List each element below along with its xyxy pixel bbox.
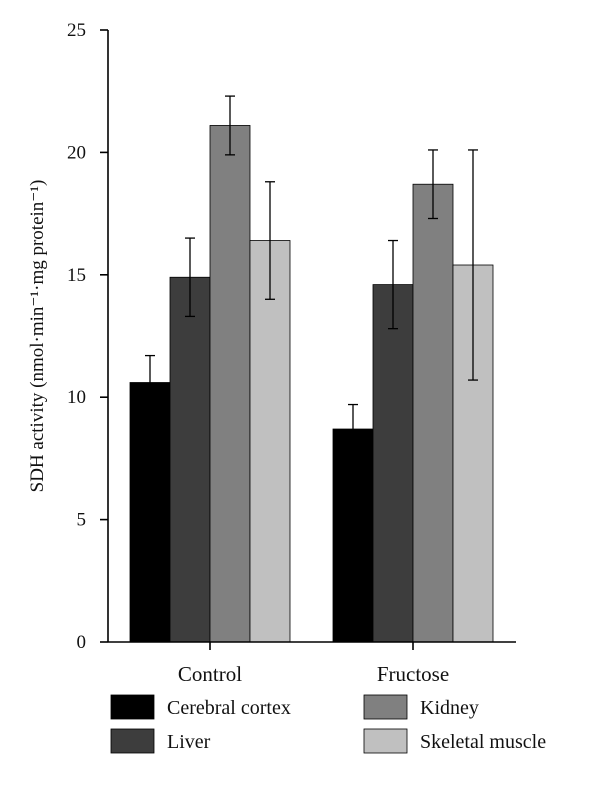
legend-label-cerebral-cortex: Cerebral cortex: [167, 697, 291, 719]
bar-fructose-kidney: [412, 183, 454, 643]
legend-swatch-liver: [110, 728, 155, 754]
legend-item-skeletal-muscle: Skeletal muscle: [363, 728, 546, 754]
bar-fructose-skeletal-muscle: [452, 264, 494, 643]
error-bar-control-kidney: [225, 95, 235, 156]
legend-label-liver: Liver: [167, 731, 211, 753]
legend-item-liver: Liver: [110, 728, 211, 754]
bar-control-skeletal-muscle: [249, 240, 291, 643]
y-tick-label-15: 15: [67, 265, 86, 286]
legend-label-skeletal-muscle: Skeletal muscle: [420, 731, 546, 753]
error-bar-fructose-cerebral-cortex: [348, 403, 358, 455]
bar-fructose-cerebral-cortex: [332, 428, 374, 643]
legend-label-kidney: Kidney: [420, 697, 479, 719]
bar-control-liver: [169, 276, 211, 643]
legend: Cerebral cortex Liver Kidney Skeletal muscl…: [110, 694, 546, 754]
bars-layer: [129, 95, 494, 643]
y-tick-label-0: 0: [77, 632, 87, 653]
error-bar-control-skeletal-muscle: [265, 181, 275, 300]
axes-layer: [107, 30, 516, 643]
error-bar-control-cerebral-cortex: [145, 354, 155, 411]
y-tick-label-10: 10: [67, 387, 86, 408]
bar-fructose-liver: [372, 284, 414, 643]
y-tick-label-20: 20: [67, 142, 86, 163]
error-bar-fructose-liver: [388, 239, 398, 330]
ticks-layer: 0 5 10 15 20 25: [67, 20, 108, 653]
legend-swatch-kidney: [363, 694, 408, 720]
legend-swatch-skeletal-muscle: [363, 728, 408, 754]
y-tick-label-5: 5: [77, 510, 87, 531]
legend-swatch-cerebral-cortex: [110, 694, 155, 720]
y-tick-label-25: 25: [67, 20, 86, 41]
category-labels: Control Fructose: [178, 642, 449, 686]
legend-item-kidney: Kidney: [363, 694, 479, 720]
error-bar-fructose-skeletal-muscle: [468, 149, 478, 381]
error-bar-control-liver: [185, 237, 195, 318]
y-axis-title: SDH activity (nmol·min⁻¹·mg protein⁻¹): [27, 180, 48, 493]
category-label-control: Control: [178, 662, 242, 686]
bar-control-kidney: [209, 125, 251, 643]
error-bar-fructose-kidney: [428, 149, 438, 220]
legend-item-cerebral-cortex: Cerebral cortex: [110, 694, 291, 720]
category-label-fructose: Fructose: [377, 662, 449, 686]
bar-control-cerebral-cortex: [129, 382, 171, 643]
